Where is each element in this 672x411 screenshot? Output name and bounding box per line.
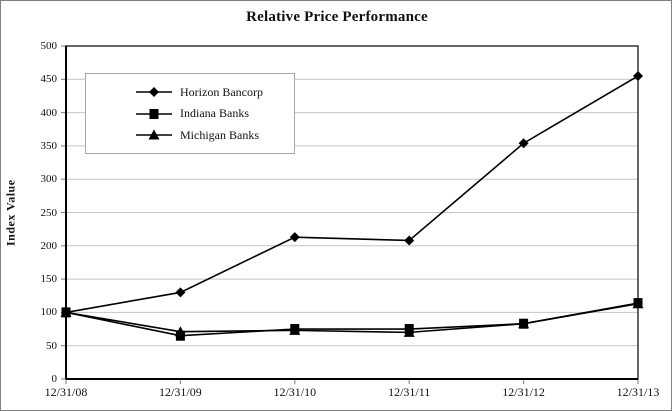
chart-title: Relative Price Performance: [246, 9, 428, 25]
square-marker: [149, 108, 159, 119]
x-tick-label: 12/31/08: [44, 385, 88, 399]
diamond-legend-swatch-icon: [136, 87, 172, 97]
y-tick-label: 250: [40, 206, 58, 219]
legend-label: Michigan Banks: [180, 127, 259, 142]
y-tick-label: 500: [40, 40, 58, 52]
triangle-marker: [148, 129, 160, 140]
square-marker: [290, 324, 300, 335]
legend-item-horizon-bancorp: Horizon Bancorp: [136, 85, 294, 100]
y-tick-label: 450: [40, 73, 58, 86]
diamond-marker: [175, 287, 186, 298]
square-marker: [175, 330, 185, 341]
x-tick-label: 12/31/13: [616, 385, 660, 399]
square-legend-swatch-icon: [136, 108, 172, 119]
diamond-marker: [289, 232, 300, 243]
series-line-horizon-bancorp: [65, 75, 639, 314]
x-tick-label: 12/31/11: [388, 385, 431, 399]
legend-item-michigan-banks: Michigan Banks: [136, 128, 294, 143]
diamond-marker: [633, 70, 643, 81]
plot-area: Horizon Bancorp Indiana Banks Michigan Ban…: [60, 45, 644, 384]
y-tick-label: 400: [40, 106, 58, 119]
y-tick-label: 50: [46, 339, 57, 352]
x-tick-label: 12/31/09: [159, 385, 202, 399]
triangle-legend-swatch-icon: [136, 129, 172, 140]
legend-label: Indiana Banks: [180, 106, 249, 120]
square-marker: [404, 324, 414, 335]
series-line-indiana-banks: [65, 302, 639, 337]
y-tick-label: 0: [51, 373, 58, 385]
diamond-marker: [404, 235, 415, 246]
legend-item-indiana-banks: Indiana Banks: [136, 106, 294, 121]
y-tick-label: 100: [40, 306, 58, 319]
diamond-marker: [518, 138, 529, 149]
square-marker: [633, 298, 643, 309]
square-marker: [519, 318, 529, 329]
legend-label: Horizon Bancorp: [180, 84, 263, 99]
legend-box: Horizon Bancorp Indiana Banks Michigan Ban…: [85, 73, 295, 154]
line-chart-canvas: [60, 45, 644, 384]
diamond-marker: [61, 307, 71, 318]
y-tick-label: 200: [40, 239, 58, 252]
x-tick-label: 12/31/12: [502, 385, 545, 399]
diamond-marker: [149, 87, 159, 97]
y-tick-label: 150: [40, 273, 58, 286]
y-tick-label: 350: [40, 139, 58, 152]
x-tick-label: 12/31/10: [273, 385, 317, 399]
y-tick-label: 300: [40, 173, 58, 186]
y-axis-title: Index Value: [3, 179, 18, 246]
